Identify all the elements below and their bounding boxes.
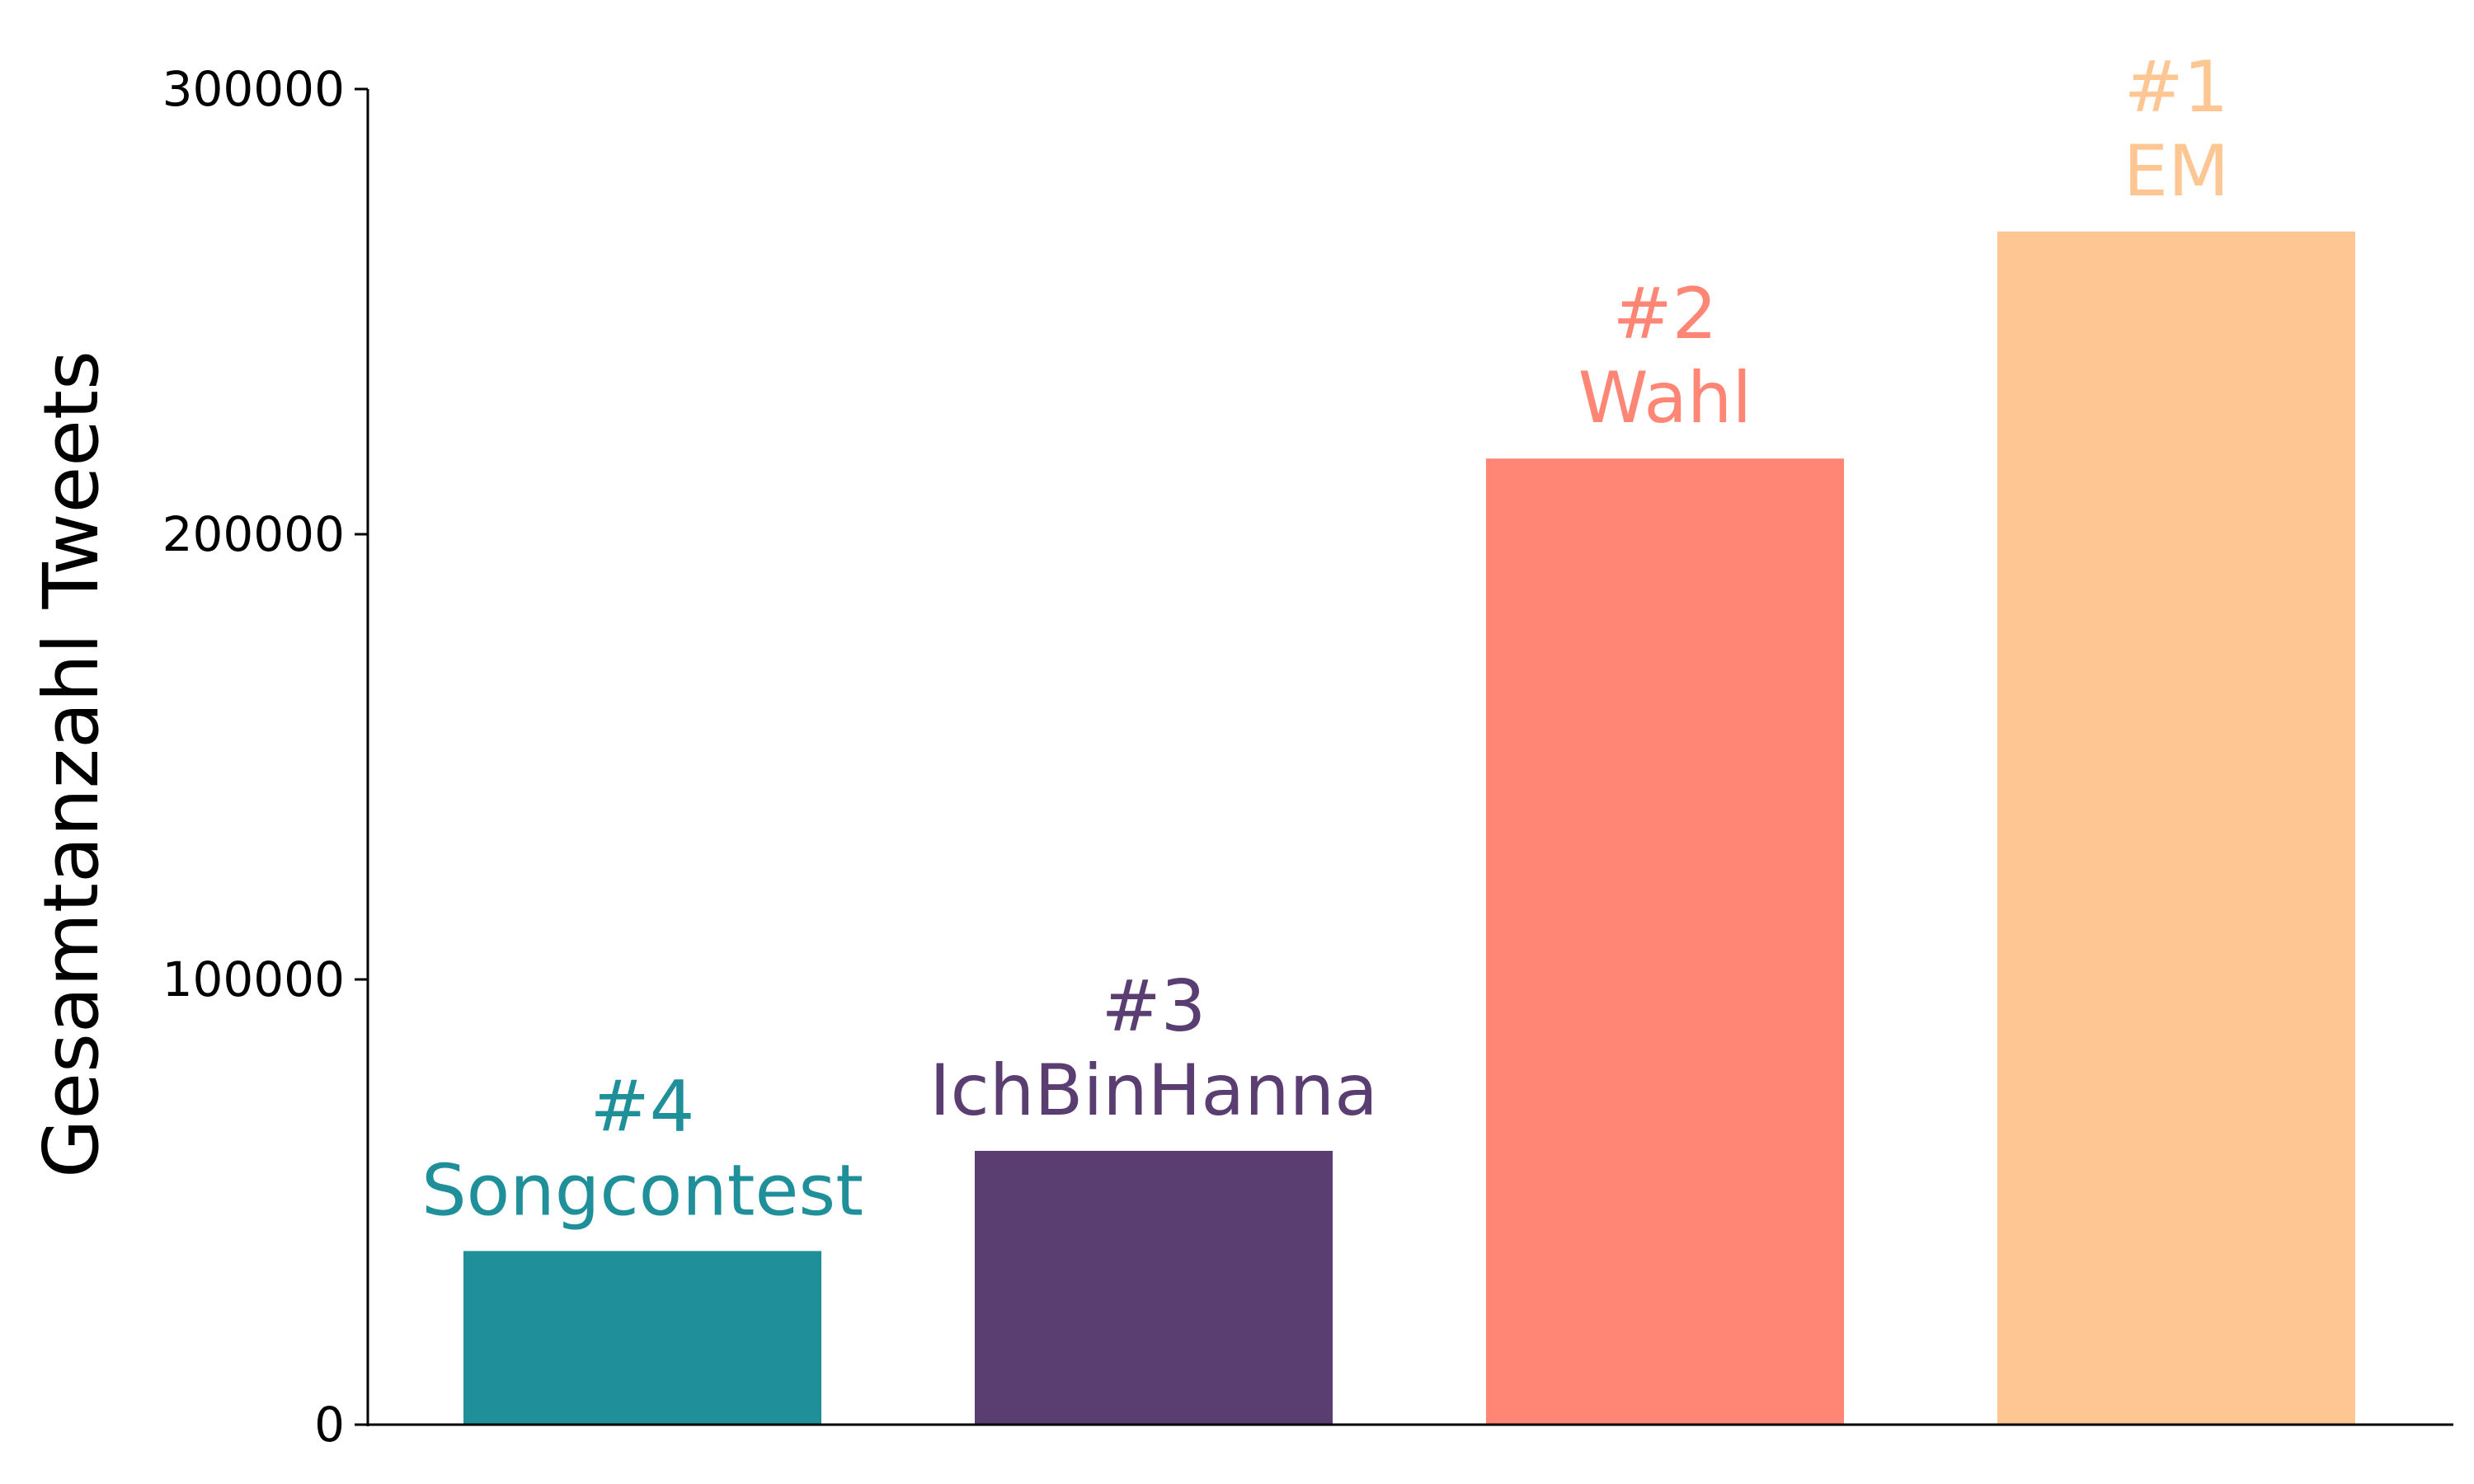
- bar-ichbinhanna: [975, 1150, 1333, 1425]
- bar-label-rank: #1: [2124, 46, 2229, 129]
- bar-labels: Songcontest#4 IchBinHanna#3 Wahl#2 EM#1: [421, 46, 2229, 1233]
- bar-em: [1997, 231, 2355, 1425]
- y-tick-label: 300000: [162, 61, 345, 117]
- y-axis-ticks: 0 100000 200000 300000: [162, 61, 368, 1453]
- y-tick-label: 0: [314, 1397, 345, 1453]
- bar-label-rank: #3: [1102, 965, 1206, 1048]
- bar-label-name: EM: [2124, 130, 2230, 213]
- bar-label-rank: #2: [1613, 273, 1718, 355]
- y-tick-label: 100000: [162, 951, 345, 1007]
- bar-wahl: [1486, 458, 1844, 1425]
- bar-label-rank: #4: [590, 1065, 695, 1148]
- bar-label-name: Songcontest: [421, 1149, 863, 1232]
- y-tick-label: 200000: [162, 506, 345, 562]
- bar-label-name: Wahl: [1578, 357, 1752, 439]
- y-axis-title: Gesamtanzahl Tweets: [27, 350, 115, 1178]
- bars: [463, 231, 2355, 1425]
- bar-songcontest: [463, 1251, 821, 1425]
- bar-label-name: IchBinHanna: [929, 1050, 1378, 1132]
